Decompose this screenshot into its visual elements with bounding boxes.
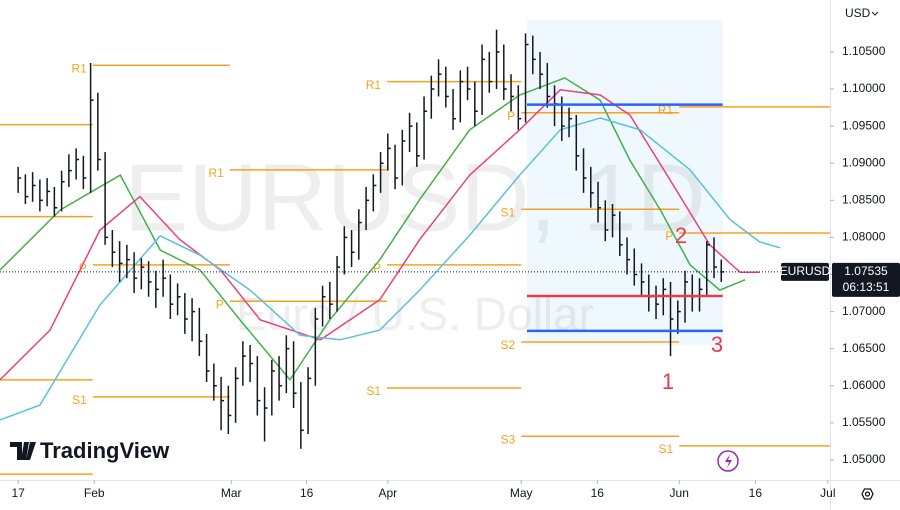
x-tick-label: 16 (300, 486, 314, 500)
settings-icon[interactable] (861, 488, 874, 500)
pivot-label: P (216, 297, 224, 311)
y-tick-label: 1.10500 (842, 44, 886, 58)
y-tick-label: 1.08000 (842, 230, 886, 244)
logo-mark (10, 442, 36, 460)
x-tick-label: Jun (670, 486, 689, 500)
y-tick-label: 1.10000 (842, 81, 886, 95)
annotation: 2 (675, 223, 687, 248)
symbol-box (781, 262, 829, 281)
x-tick-label: Jul (820, 486, 835, 500)
y-tick-label: 1.06000 (842, 378, 886, 392)
moving-average (0, 89, 760, 381)
pivot-label: P (373, 261, 381, 275)
symbol-label: EURUSD (780, 264, 831, 278)
range-box (527, 20, 723, 345)
x-tick-label: Mar (221, 486, 242, 500)
y-tick-label: 1.06500 (842, 341, 886, 355)
pivot-label: S3 (501, 432, 516, 446)
x-tick-label: 17 (11, 486, 25, 500)
pivot-label: P (665, 229, 673, 243)
alert-icon[interactable] (717, 450, 739, 472)
pivot-label: R1 (658, 103, 674, 117)
y-tick-label: 1.05000 (842, 452, 886, 466)
pivot-label: P (507, 109, 515, 123)
countdown-label: 06:13:51 (843, 280, 890, 294)
pivot-label: S1 (501, 205, 516, 219)
y-tick-label: 1.05500 (842, 415, 886, 429)
logo-text: TradingView (40, 438, 170, 463)
pivot-label: S1 (72, 393, 87, 407)
price-label: 1.07535 (844, 264, 888, 278)
pivot-label: S1 (659, 442, 674, 456)
pivot-label: S2 (501, 338, 516, 352)
x-tick-label: Apr (378, 486, 397, 500)
logo: TradingView (10, 438, 170, 463)
pivot-label: R1 (71, 61, 87, 75)
annotation: 1 (662, 369, 674, 394)
moving-average (0, 117, 781, 421)
y-tick-label: 1.09000 (842, 155, 886, 169)
x-tick-label: May (510, 486, 533, 500)
currency[interactable]: USD (845, 6, 871, 20)
annotation: 3 (711, 332, 723, 357)
x-tick-label: 16 (591, 486, 605, 500)
x-tick-label: Feb (84, 486, 105, 500)
y-tick-label: 1.08500 (842, 192, 886, 206)
y-tick-label: 1.07000 (842, 304, 886, 318)
alert-bolt[interactable] (725, 454, 732, 468)
settings-hex[interactable] (861, 488, 874, 500)
settings-dot[interactable] (864, 491, 871, 497)
pivot-label: S1 (366, 384, 381, 398)
y-tick-label: 1.09500 (842, 118, 886, 132)
moving-average (0, 77, 746, 382)
pivot-label: P (79, 261, 87, 275)
price-box (832, 262, 900, 297)
pivot-label: R1 (366, 78, 382, 92)
watermark-title: EURUSD, 1D (124, 144, 705, 251)
currency-caret[interactable] (871, 11, 879, 16)
x-tick-label: 16 (749, 486, 763, 500)
pivot-label: R1 (208, 166, 224, 180)
